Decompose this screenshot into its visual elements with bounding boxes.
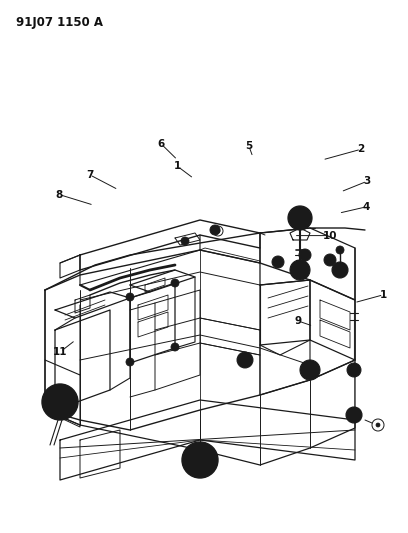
Circle shape <box>294 212 306 224</box>
Circle shape <box>347 363 361 377</box>
Text: 6: 6 <box>157 139 165 149</box>
Circle shape <box>182 442 218 478</box>
Text: 7: 7 <box>86 170 93 180</box>
Circle shape <box>272 256 284 268</box>
Circle shape <box>305 365 315 375</box>
Circle shape <box>50 392 70 412</box>
Circle shape <box>332 262 348 278</box>
Text: 11: 11 <box>53 347 68 357</box>
Circle shape <box>324 254 336 266</box>
Text: 1: 1 <box>174 161 181 171</box>
Circle shape <box>299 249 311 261</box>
Text: 3: 3 <box>364 176 371 186</box>
Circle shape <box>190 450 210 470</box>
Text: 10: 10 <box>322 231 337 240</box>
Circle shape <box>288 206 312 230</box>
Text: 9: 9 <box>294 316 302 326</box>
Circle shape <box>210 225 220 235</box>
Circle shape <box>171 343 179 351</box>
Circle shape <box>300 360 320 380</box>
Text: 8: 8 <box>55 190 63 199</box>
Circle shape <box>216 229 220 233</box>
Circle shape <box>346 407 362 423</box>
Circle shape <box>42 384 78 420</box>
Text: 5: 5 <box>245 141 253 151</box>
Circle shape <box>376 423 380 427</box>
Circle shape <box>336 246 344 254</box>
Circle shape <box>290 260 310 280</box>
Circle shape <box>237 352 253 368</box>
Circle shape <box>171 279 179 287</box>
Circle shape <box>126 358 134 366</box>
Circle shape <box>181 237 189 245</box>
Text: 4: 4 <box>363 202 370 212</box>
Text: 1: 1 <box>380 290 387 300</box>
Circle shape <box>126 293 134 301</box>
Text: 2: 2 <box>357 144 365 154</box>
Text: 91J07 1150 A: 91J07 1150 A <box>16 16 103 29</box>
